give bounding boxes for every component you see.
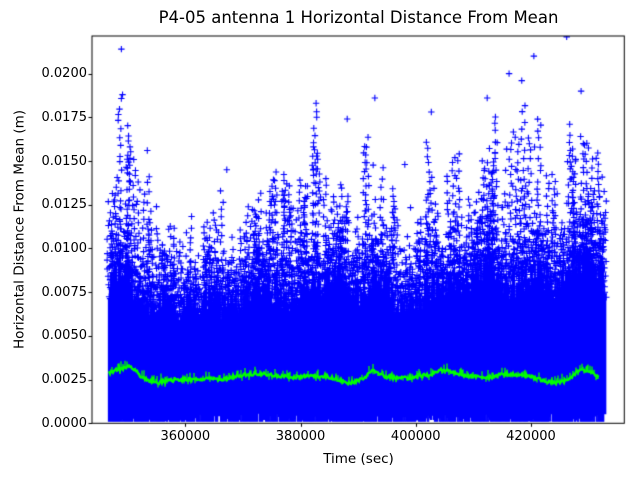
y-tick-label: 0.0125: [41, 197, 88, 213]
x-tick-label: 380000: [275, 429, 326, 444]
y-tick-label: 0.0150: [41, 153, 88, 169]
y-tick-label: 0.0100: [41, 240, 88, 256]
x-tick-label: 420000: [506, 429, 556, 444]
x-axis-label: Time (sec): [323, 451, 394, 467]
y-tick-label: 0.0075: [41, 284, 88, 300]
y-tick-label: 0.0050: [41, 328, 88, 344]
x-tick-label: 400000: [390, 429, 441, 444]
y-tick-label: 0.0025: [41, 372, 88, 388]
x-tick-label: 360000: [160, 429, 211, 444]
y-tick-label: 0.0000: [41, 415, 88, 431]
y-tick-label: 0.0200: [41, 66, 88, 82]
chart-title: P4-05 antenna 1 Horizontal Distance From…: [158, 8, 559, 27]
y-tick-label: 0.0175: [41, 109, 88, 125]
